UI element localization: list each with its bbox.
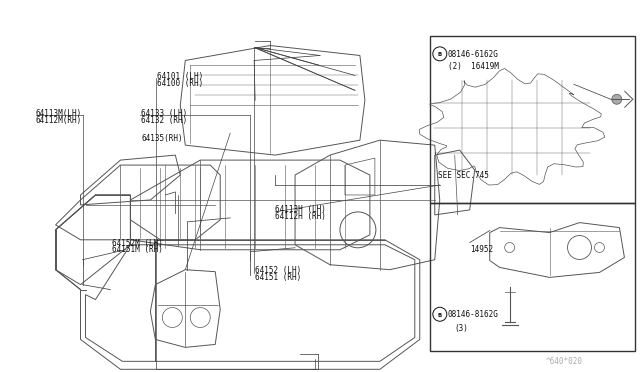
Text: SEE SEC.745: SEE SEC.745	[438, 171, 489, 180]
Text: 64113M(LH): 64113M(LH)	[36, 109, 82, 118]
Text: B: B	[438, 313, 442, 318]
Text: (3): (3)	[455, 324, 468, 333]
Text: 64133 (LH): 64133 (LH)	[141, 109, 188, 118]
Text: 08146-8162G: 08146-8162G	[448, 310, 499, 319]
Text: (2)  16419M: (2) 16419M	[448, 62, 499, 71]
Text: 64113H (LH): 64113H (LH)	[275, 205, 326, 214]
Circle shape	[612, 94, 622, 104]
Text: 64101 (LH): 64101 (LH)	[157, 72, 204, 81]
Text: 64112M(RH): 64112M(RH)	[36, 116, 82, 125]
Text: 64151M (RH): 64151M (RH)	[113, 245, 163, 254]
Text: 64152 (LH): 64152 (LH)	[255, 266, 301, 275]
Text: 14952: 14952	[470, 244, 493, 254]
Text: 64135(RH): 64135(RH)	[141, 134, 183, 143]
Text: 64132 (RH): 64132 (RH)	[141, 116, 188, 125]
Text: 08146-6162G: 08146-6162G	[448, 50, 499, 59]
Text: ^640*020: ^640*020	[546, 357, 583, 366]
Bar	[430, 36, 636, 203]
Text: 64151 (RH): 64151 (RH)	[255, 273, 301, 282]
Text: 64152M (LH): 64152M (LH)	[113, 238, 163, 248]
Text: 64112H (RH): 64112H (RH)	[275, 212, 326, 221]
Bar	[430, 203, 636, 351]
Text: B: B	[438, 52, 442, 57]
Text: 64100 (RH): 64100 (RH)	[157, 78, 204, 87]
